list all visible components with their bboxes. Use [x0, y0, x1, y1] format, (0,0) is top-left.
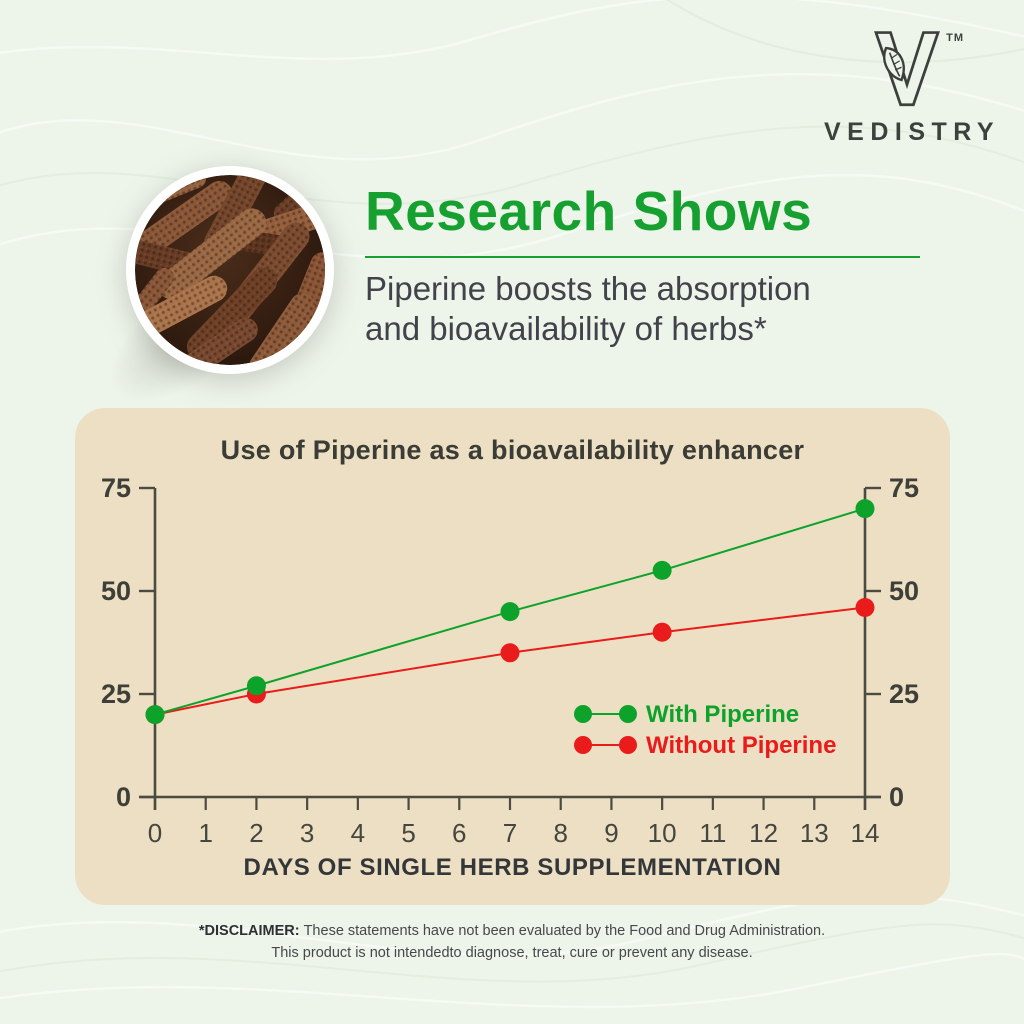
brand-wordmark: VEDISTRY [824, 118, 1001, 146]
subtitle-line2: and bioavailability of herbs* [365, 310, 767, 347]
data-point-with-piperine [145, 705, 165, 725]
x-tick-label: 4 [351, 818, 365, 848]
y-tick-label-left: 25 [101, 679, 131, 709]
legend-dot-without-piperine [574, 736, 592, 754]
pepper-image-circle [125, 165, 335, 375]
legend-label-without-piperine: Without Piperine [646, 732, 836, 759]
legend-dot-with-piperine [574, 705, 592, 723]
x-tick-label: 6 [452, 818, 466, 848]
x-tick-label: 10 [648, 818, 677, 848]
y-tick-label-right: 50 [889, 576, 919, 606]
hero-text-block: Research Shows Piperine boosts the absor… [365, 180, 940, 350]
legend-dot-with-piperine [619, 705, 637, 723]
x-tick-label: 8 [553, 818, 567, 848]
disclaimer-line2: This product is not intendedto diagnose,… [271, 945, 753, 962]
trademark-symbol: TM [946, 32, 964, 44]
chart-card: Use of Piperine as a bioavailability enh… [75, 408, 950, 905]
x-tick-label: 11 [699, 818, 726, 848]
x-axis-title: DAYS OF SINGLE HERB SUPPLEMENTATION [243, 854, 782, 881]
data-point-without-piperine [855, 597, 875, 617]
y-tick-label-left: 75 [101, 473, 131, 503]
y-tick-label-right: 0 [889, 782, 904, 812]
x-tick-label: 13 [800, 818, 829, 848]
data-point-with-piperine [855, 499, 875, 519]
long-pepper-photo [126, 166, 334, 374]
legend-label-with-piperine: With Piperine [646, 701, 799, 728]
data-point-with-piperine [652, 560, 672, 580]
x-tick-label: 12 [749, 818, 778, 848]
y-tick-label-left: 50 [101, 576, 131, 606]
brand-logo: TM VEDISTRY [818, 28, 996, 147]
subtitle-line1: Piperine boosts the absorption [365, 269, 811, 307]
chart-title: Use of Piperine as a bioavailability enh… [220, 435, 805, 465]
x-tick-label: 0 [148, 818, 162, 848]
x-tick-label: 2 [249, 818, 263, 848]
x-tick-label: 5 [401, 818, 415, 848]
x-tick-label: 1 [198, 818, 212, 848]
x-tick-label: 3 [300, 818, 314, 848]
x-tick-label: 9 [604, 818, 618, 848]
disclaimer-line1: These statements have not been evaluated… [303, 923, 826, 939]
x-tick-label: 14 [851, 818, 880, 848]
y-tick-label-left: 0 [116, 782, 131, 812]
legend-dot-without-piperine [619, 736, 637, 754]
disclaimer-label: *DISCLAIMER: [198, 923, 300, 939]
y-tick-label-right: 75 [889, 473, 919, 503]
subtitle: Piperine boosts the absorption and bioav… [365, 269, 940, 350]
data-point-without-piperine [500, 643, 520, 663]
disclaimer: *DISCLAIMER: These statements have not be… [0, 920, 1024, 965]
data-point-with-piperine [500, 602, 520, 622]
vedistry-v-icon [874, 31, 940, 107]
y-tick-label-right: 25 [889, 679, 919, 709]
headline-divider [365, 255, 920, 258]
x-tick-label: 7 [503, 818, 517, 848]
data-point-without-piperine [652, 622, 672, 642]
data-point-with-piperine [246, 676, 266, 696]
headline: Research Shows [365, 180, 813, 242]
